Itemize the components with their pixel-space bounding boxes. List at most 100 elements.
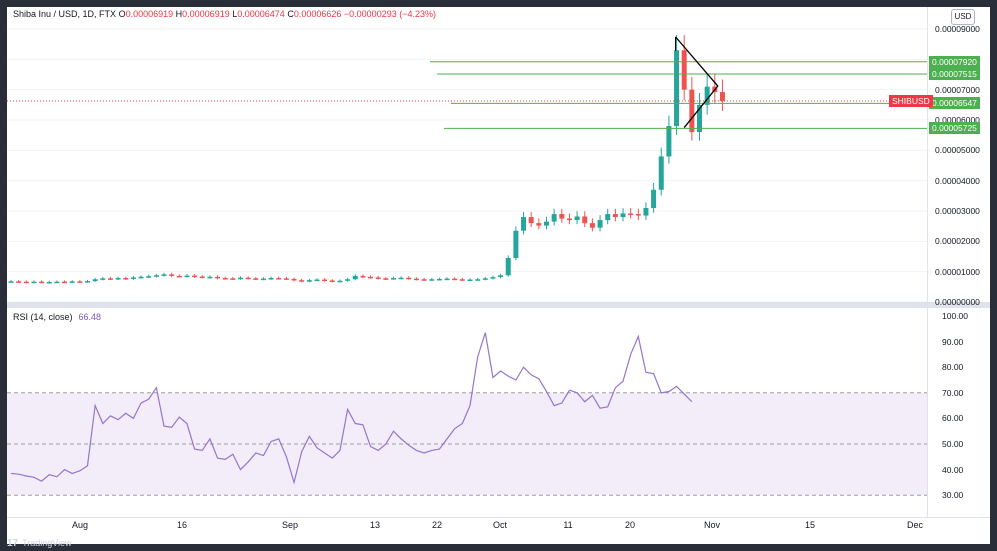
candle xyxy=(635,214,641,216)
footer: 17 TradingView xyxy=(7,535,207,551)
candle xyxy=(268,278,274,280)
candle xyxy=(490,277,496,279)
rsi-title: RSI (14, close) xyxy=(13,312,73,322)
candle xyxy=(153,275,159,277)
pane-separator[interactable] xyxy=(7,302,990,308)
candle xyxy=(115,278,121,280)
candle xyxy=(245,277,251,280)
level-price-tag[interactable]: 0.00007515 xyxy=(929,68,980,81)
price-chart[interactable] xyxy=(7,7,927,302)
symbol-title: Shiba Inu / USD, 1D, FTX xyxy=(13,9,117,19)
rsi-axis-label: 60.00 xyxy=(942,413,964,424)
candle xyxy=(383,278,389,280)
candle xyxy=(719,92,725,101)
change-value: −0.00000293 (−4.23%) xyxy=(343,9,436,19)
candle xyxy=(452,278,458,281)
candle xyxy=(199,276,205,279)
candle xyxy=(605,214,611,221)
high-key: H xyxy=(175,9,183,19)
time-axis-label: 15 xyxy=(804,520,816,530)
level-price-tag[interactable]: 0.00006547 xyxy=(929,97,980,110)
time-axis-label: Aug xyxy=(71,520,89,530)
candle xyxy=(276,278,282,280)
candle xyxy=(391,278,396,280)
candle xyxy=(184,275,190,278)
open-value: 0.00006919 xyxy=(125,9,174,19)
time-axis-label: 13 xyxy=(369,520,381,530)
candle xyxy=(77,281,83,283)
symbol-price-tag[interactable]: SHIBUSD xyxy=(889,95,933,107)
price-axis-label: 0.00000000 xyxy=(935,297,980,307)
candle xyxy=(192,275,198,278)
candle xyxy=(169,274,175,276)
rsi-axis-label: 30.00 xyxy=(942,490,964,501)
candle xyxy=(238,277,243,280)
candle xyxy=(138,276,144,279)
candle xyxy=(566,218,572,221)
time-axis-label: Sep xyxy=(281,520,299,530)
candle xyxy=(651,189,657,208)
footer-brand: TradingView xyxy=(22,538,72,548)
candle xyxy=(658,156,664,190)
candle xyxy=(681,50,687,90)
candle xyxy=(597,220,603,228)
candle xyxy=(689,89,695,133)
time-axis-border xyxy=(7,517,990,518)
candle xyxy=(421,279,427,281)
triangle-drawing[interactable] xyxy=(675,36,719,128)
candle xyxy=(46,281,52,284)
candle xyxy=(322,279,328,282)
ohlc-legend: Shiba Inu / USD, 1D, FTX O0.00006919 H0.… xyxy=(13,9,436,19)
currency-button[interactable]: USD xyxy=(951,9,975,25)
candle xyxy=(54,281,60,284)
candle xyxy=(146,276,152,278)
price-axis-label: 0.00002000 xyxy=(935,236,980,247)
candle xyxy=(482,278,488,280)
rsi-axis-label: 40.00 xyxy=(942,464,964,475)
candle xyxy=(368,276,374,279)
candle xyxy=(8,281,14,283)
time-axis-label: Dec xyxy=(906,520,924,530)
time-axis-label: 16 xyxy=(176,520,188,530)
candle xyxy=(436,278,442,281)
candle xyxy=(406,277,412,280)
candle xyxy=(528,217,534,224)
candle xyxy=(697,104,702,133)
candle xyxy=(23,281,29,284)
candle xyxy=(513,230,519,259)
rsi-axis-label: 100.00 xyxy=(942,311,968,321)
rsi-value: 66.48 xyxy=(78,312,102,322)
time-axis-label: 11 xyxy=(563,520,573,530)
level-price-tag[interactable]: 0.00005725 xyxy=(929,122,980,135)
candle xyxy=(589,223,595,228)
rsi-chart[interactable] xyxy=(7,308,927,518)
candle xyxy=(123,278,129,280)
rsi-axis-label: 90.00 xyxy=(942,336,964,347)
chart-frame[interactable]: Shiba Inu / USD, 1D, FTX O0.00006919 H0.… xyxy=(7,7,990,544)
price-axis-label: 0.00001000 xyxy=(935,266,980,277)
candle xyxy=(31,281,37,284)
candle xyxy=(230,278,236,280)
candle xyxy=(215,276,221,279)
rsi-axis-label: 80.00 xyxy=(942,362,964,373)
price-axis-border xyxy=(927,7,928,517)
low-key: L xyxy=(232,9,238,19)
time-axis-label: 22 xyxy=(431,520,443,530)
candle xyxy=(536,223,542,226)
candle xyxy=(551,214,557,222)
time-axis-label: Nov xyxy=(703,520,721,530)
level-price-tag[interactable]: 0.00007920 xyxy=(929,55,980,68)
candle xyxy=(207,276,213,279)
candle xyxy=(85,281,90,283)
tradingview-logo-icon: 17 xyxy=(7,537,19,549)
candle xyxy=(222,278,228,280)
candle xyxy=(92,279,98,282)
candle xyxy=(306,280,312,282)
candle xyxy=(360,275,366,278)
rsi-axis-label: 70.00 xyxy=(942,387,964,398)
rsi-axis-label: 50.00 xyxy=(942,439,964,449)
candle xyxy=(337,280,343,283)
candle xyxy=(413,278,419,281)
candle xyxy=(16,281,22,283)
candle xyxy=(291,278,297,281)
